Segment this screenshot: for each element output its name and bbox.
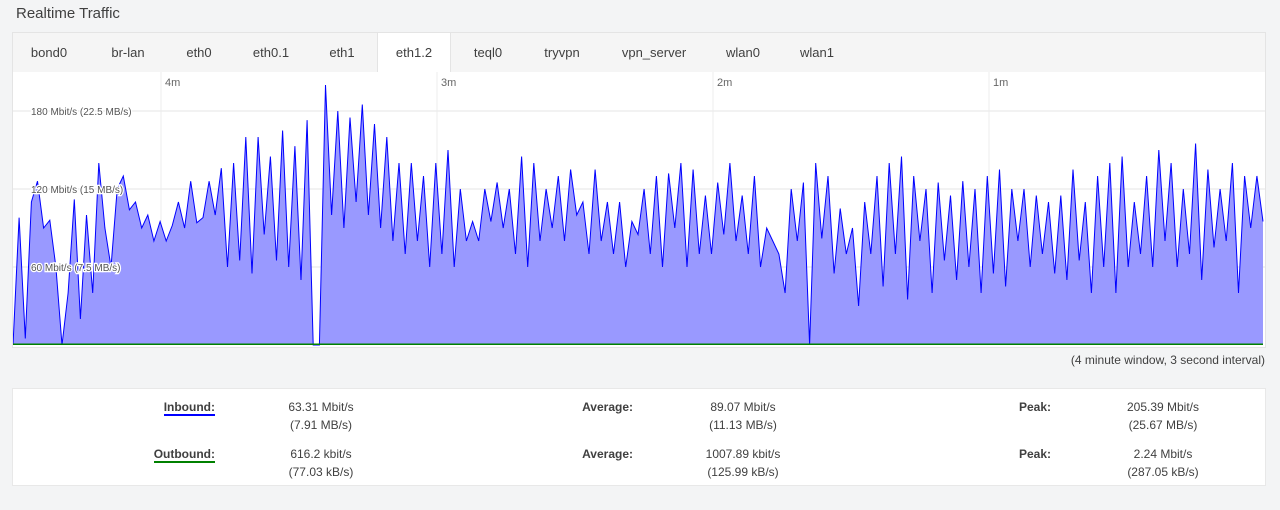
inbound-average-bits: 89.07 Mbit/s — [710, 400, 776, 414]
inbound-average-bytes: (11.13 MB/s) — [709, 418, 777, 432]
outbound-peak-label: Peak: — [1018, 447, 1051, 461]
inbound-current-bytes: (7.91 MB/s) — [289, 418, 352, 432]
inbound-average: 89.07 Mbit/s (11.13 MB/s) — [673, 398, 813, 434]
outbound-peak-bytes: (287.05 kB/s) — [1127, 465, 1199, 479]
tab-wlan1[interactable]: wlan1 — [800, 45, 834, 60]
page-title: Realtime Traffic — [16, 5, 120, 22]
traffic-stats-panel: Inbound: 63.31 Mbit/s (7.91 MB/s) Averag… — [12, 388, 1266, 486]
outbound-peak: 2.24 Mbit/s (287.05 kB/s) — [1103, 445, 1223, 481]
outbound-average-bits: 1007.89 kbit/s — [705, 447, 781, 461]
tab-eth1[interactable]: eth1 — [329, 45, 355, 60]
tab-bond0[interactable]: bond0 — [30, 45, 68, 60]
traffic-chart: 180 Mbit/s (22.5 MB/s) 120 Mbit/s (15 MB/… — [13, 72, 1265, 346]
inbound-area — [13, 85, 1263, 345]
y-tick-label: 120 Mbit/s (15 MB/s) — [31, 185, 123, 196]
tab-eth0-1[interactable]: eth0.1 — [252, 45, 290, 60]
inbound-peak-bytes: (25.67 MB/s) — [1128, 418, 1198, 432]
tab-tryvpn[interactable]: tryvpn — [544, 45, 580, 60]
inbound-average-label: Average: — [582, 400, 633, 414]
traffic-chart-panel: 180 Mbit/s (22.5 MB/s) 120 Mbit/s (15 MB/… — [12, 72, 1266, 348]
tab-teql0[interactable]: teql0 — [473, 45, 503, 60]
outbound-average-bytes: (125.99 kB/s) — [707, 465, 779, 479]
tab-eth0[interactable]: eth0 — [186, 45, 212, 60]
outbound-legend-label: Outbound: — [153, 447, 215, 463]
inbound-peak: 205.39 Mbit/s (25.67 MB/s) — [1103, 398, 1223, 434]
outbound-average-label: Average: — [582, 447, 633, 461]
y-tick-label: 60 Mbit/s (7.5 MB/s) — [31, 263, 120, 274]
x-tick-label: 2m — [717, 77, 732, 89]
x-tick-label: 4m — [165, 77, 180, 89]
x-tick-label: 3m — [441, 77, 456, 89]
tab-eth1-2[interactable]: eth1.2 — [377, 33, 451, 73]
inbound-series-line — [13, 84, 1264, 346]
outbound-average: 1007.89 kbit/s (125.99 kB/s) — [673, 445, 813, 481]
outbound-peak-bits: 2.24 Mbit/s — [1133, 447, 1193, 461]
inbound-current-bits: 63.31 Mbit/s — [288, 400, 354, 414]
y-tick-label: 180 Mbit/s (22.5 MB/s) — [31, 107, 132, 118]
inbound-label-cell: Inbound: — [133, 398, 215, 416]
interface-tabs: bond0 br-lan eth0 eth0.1 eth1 eth1.2 teq… — [12, 32, 1266, 73]
tab-vpn-server[interactable]: vpn_server — [621, 45, 687, 60]
outbound-current-bytes: (77.03 kB/s) — [288, 465, 354, 479]
outbound-label-cell: Outbound: — [125, 445, 215, 463]
outbound-current: 616.2 kbit/s (77.03 kB/s) — [261, 445, 381, 481]
x-tick-label: 1m — [993, 77, 1008, 89]
outbound-current-bits: 616.2 kbit/s — [290, 447, 352, 461]
inbound-peak-label: Peak: — [1018, 400, 1051, 414]
inbound-legend-label: Inbound: — [163, 400, 215, 416]
chart-window-note: (4 minute window, 3 second interval) — [1070, 353, 1265, 367]
inbound-current: 63.31 Mbit/s (7.91 MB/s) — [261, 398, 381, 434]
inbound-peak-bits: 205.39 Mbit/s — [1126, 400, 1200, 414]
tab-wlan0[interactable]: wlan0 — [726, 45, 760, 60]
tab-br-lan[interactable]: br-lan — [111, 45, 145, 60]
